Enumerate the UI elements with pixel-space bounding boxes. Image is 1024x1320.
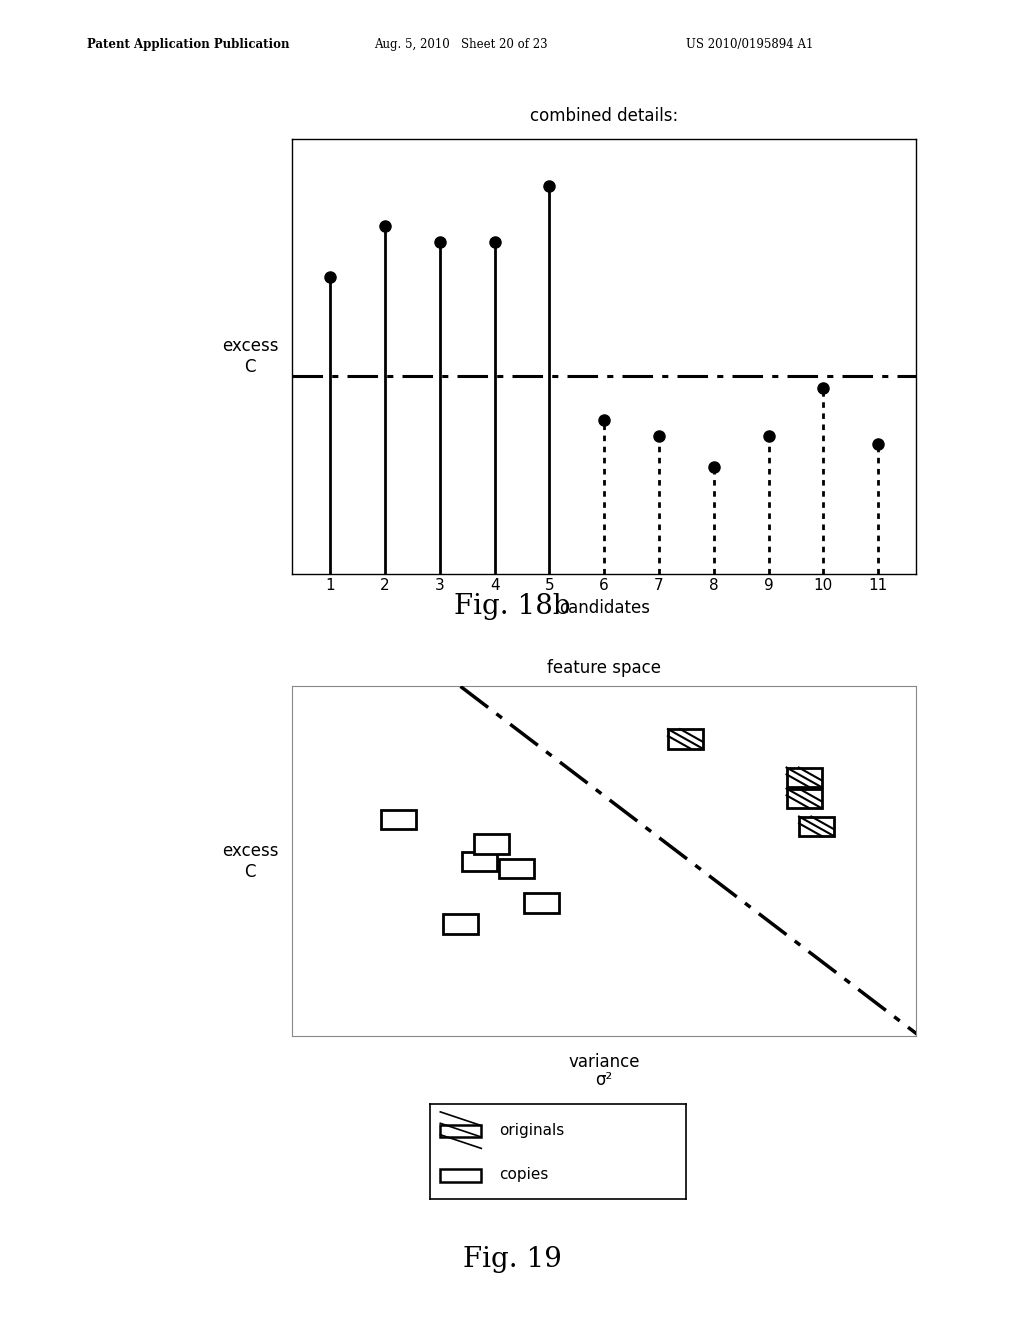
Text: originals: originals	[500, 1122, 564, 1138]
Text: Fig. 18b: Fig. 18b	[454, 593, 570, 620]
Bar	[381, 809, 416, 829]
Bar	[524, 894, 559, 913]
Text: variance: variance	[568, 1052, 640, 1071]
Y-axis label: excess
C: excess C	[222, 842, 279, 880]
Y-axis label: excess
C: excess C	[222, 337, 279, 376]
Bar	[799, 817, 834, 836]
Bar	[462, 851, 497, 871]
Text: Aug. 5, 2010   Sheet 20 of 23: Aug. 5, 2010 Sheet 20 of 23	[374, 37, 548, 50]
Text: feature space: feature space	[547, 659, 662, 677]
Bar	[786, 767, 821, 787]
Text: σ²: σ²	[596, 1071, 612, 1089]
Text: Patent Application Publication: Patent Application Publication	[87, 37, 290, 50]
Bar	[668, 729, 702, 748]
Bar	[474, 834, 509, 854]
Text: copies: copies	[500, 1167, 549, 1183]
Bar	[786, 788, 821, 808]
Text: US 2010/0195894 A1: US 2010/0195894 A1	[686, 37, 813, 50]
Text: Fig. 19: Fig. 19	[463, 1246, 561, 1274]
Text: combined details:: combined details:	[530, 107, 678, 125]
Bar	[443, 915, 478, 935]
X-axis label: candidates: candidates	[559, 599, 649, 616]
Bar	[500, 858, 535, 878]
